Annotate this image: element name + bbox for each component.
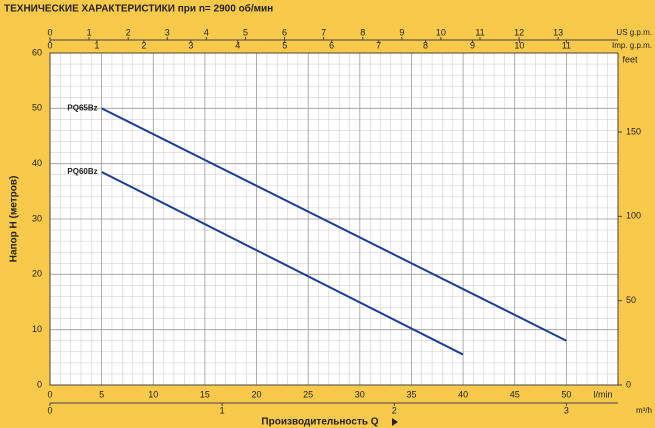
secondary-tick-label: 11 [475,27,484,37]
series-label: PQ65Bz [67,103,97,112]
plot-border [49,52,619,386]
secondary-tick-label: 6 [282,27,287,37]
secondary-tick-label: 2 [126,27,131,37]
secondary-tick-label: 7 [376,40,381,50]
y-tick-label: 0 [37,379,42,389]
secondary-axis-label: US g.p.m. [616,28,652,37]
y-axis-title: Напор H (метров) [9,176,20,263]
y-tick-label: 40 [32,158,42,168]
secondary-tick-label: 2 [392,405,397,415]
secondary-tick-label: 11 [562,40,571,50]
arrow [392,418,398,426]
secondary-tick-label: 6 [329,40,334,50]
secondary-tick-label: 8 [423,40,428,50]
secondary-tick-label: 8 [360,27,365,37]
y-tick-label: 10 [32,324,42,334]
secondary-tick-label: 2 [141,40,146,50]
y-tick-label: 60 [32,47,42,57]
secondary-tick-label: 1 [87,27,92,37]
y2-tick-label: 50 [626,295,636,305]
secondary-tick-label: 4 [204,27,209,37]
secondary-axis-label: Imp. g.p.m. [612,41,652,50]
secondary-tick-label: 9 [399,27,404,37]
secondary-tick-label: 10 [436,27,446,37]
secondary-tick-label: 12 [514,27,524,37]
y2-axis-title: feet [622,54,638,64]
x-tick-label: 45 [510,389,520,399]
x-tick-label: 0 [47,389,52,399]
secondary-tick-label: 13 [553,27,563,37]
x-tick-label: 40 [458,389,468,399]
secondary-tick-label: 1 [220,405,225,415]
series-line [101,107,567,342]
secondary-tick-label: 5 [243,27,248,37]
secondary-tick-label: 0 [47,40,52,50]
series-label: PQ60Bz [67,167,97,176]
y-tick-label: 50 [32,103,42,113]
x-tick-label: 15 [200,389,210,399]
secondary-tick-label: 1 [94,40,99,50]
secondary-tick-label: 4 [235,40,240,50]
x-tick-label: 50 [561,389,571,399]
y2-tick-label: 150 [626,126,641,136]
secondary-tick-label: 9 [470,40,475,50]
y2-tick-label: 0 [626,379,631,389]
series-line [101,171,464,356]
x-tick-label: 10 [148,389,158,399]
secondary-tick-label: 3 [564,405,569,415]
x-tick-label: 30 [355,389,365,399]
secondary-tick-label: 7 [321,27,326,37]
y2-tick-label: 100 [626,211,641,221]
secondary-tick-label: 0 [47,27,52,37]
chart-title: ТЕХНИЧЕСКИЕ ХАРАКТЕРИСТИКИ при n= 2900 о… [4,3,273,15]
x-tick-label: 35 [406,389,416,399]
x-unit: l/min [593,389,612,399]
secondary-tick-label: 10 [514,40,524,50]
secondary-tick-label: 3 [165,27,170,37]
x-tick-label: 5 [99,389,104,399]
secondary-tick-label: 0 [47,405,52,415]
secondary-axis-label: m³/h [636,406,652,415]
y-tick-label: 30 [32,213,42,223]
x-axis-title: Производительность Q [261,417,378,428]
x-tick-label: 25 [303,389,313,399]
secondary-tick-label: 3 [188,40,193,50]
y-tick-label: 20 [32,269,42,279]
x-tick-label: 20 [252,389,262,399]
secondary-tick-label: 5 [282,40,287,50]
